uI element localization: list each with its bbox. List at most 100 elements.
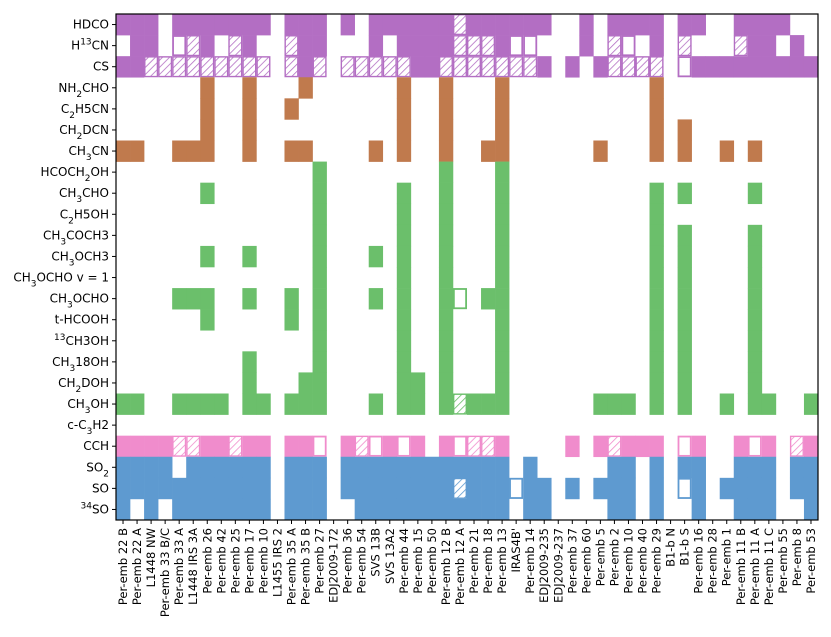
cell [747,372,763,394]
cell [649,372,664,394]
cell [495,14,510,36]
cell [200,140,215,162]
cell [677,14,692,36]
cell [340,56,355,78]
cell [214,56,229,78]
cell [256,498,271,521]
cell [481,393,496,415]
cell [242,14,257,36]
cell [495,372,510,394]
cell [284,288,299,310]
x-tick-label: Per-emb 11 B [734,528,748,605]
cell [537,14,552,36]
cell [284,498,299,521]
x-tick-label: Per-emb 29 [650,528,664,594]
y-tick-label: CH3CN [69,144,110,163]
cell [214,498,229,521]
cell [635,56,650,78]
cell [284,456,299,479]
cell [116,456,131,479]
cell [424,456,440,479]
cell [354,477,370,500]
cell [677,182,692,205]
cell [747,14,763,36]
cell [467,477,482,500]
heatmap-cells [116,13,819,521]
cell [495,456,510,479]
cell [396,393,412,415]
cell [424,477,440,500]
cell [607,456,622,479]
cell [803,56,819,78]
x-tick-label: Per-emb 10 [256,528,270,594]
cell [298,498,313,521]
cell [144,435,159,458]
cell [130,56,145,78]
cell [719,56,735,78]
x-tick-label: Per-emb 54 [355,528,369,594]
cell [214,456,229,479]
cell [481,498,496,521]
cell [495,119,510,141]
cell [130,477,145,500]
cell [228,456,243,479]
cell [789,35,805,57]
cell [298,140,313,162]
cell [312,288,327,310]
x-tick-label: L1455 IRS 2 [270,528,284,597]
x-tick-label: Per-emb 55 [776,528,790,594]
cell [579,35,594,57]
cell [481,14,496,36]
cell [691,456,706,479]
cell [368,245,384,268]
cell [200,288,215,310]
cell [438,161,454,183]
cell [340,477,355,500]
x-tick-label: EDJ2009-237 [551,528,565,603]
y-tick-label: H13CN [71,38,109,53]
cell [144,14,159,36]
cell [242,393,257,415]
cell [537,56,552,78]
cell [186,288,201,310]
x-tick-label: Per-emb 60 [579,528,593,594]
cell [607,56,622,78]
cell [691,477,706,500]
cell [368,435,383,457]
cell [691,14,706,36]
cell [242,351,257,373]
y-tick-label: CH3OCHO [50,292,109,311]
cell [467,35,482,57]
cell [593,477,608,500]
cell [495,140,510,162]
y-tick-label: CH318OH [52,355,109,374]
cell [144,35,159,57]
cell [312,309,327,331]
cell [495,224,510,247]
cell [298,35,313,57]
cell [186,35,201,57]
cell [677,288,692,310]
cell [649,182,664,205]
cell [396,498,412,521]
cell [747,35,763,57]
cell [747,393,763,415]
cell [649,393,664,415]
cell [298,393,313,415]
x-tick-label: Per-emb 50 [425,528,439,594]
cell [172,477,187,500]
cell [495,182,510,205]
cell [495,77,510,99]
cell [438,140,454,162]
cell [747,182,763,205]
cell [298,14,313,36]
cell [368,14,384,36]
x-tick-label: SVS 13A2 [383,528,397,584]
x-tick-label: Per-emb 16 [692,528,706,594]
cell [144,56,159,78]
cell [677,140,692,162]
cell [452,435,467,457]
cell [607,35,622,57]
cell [649,245,664,268]
x-tick-label: Per-emb 12 A [453,528,467,605]
